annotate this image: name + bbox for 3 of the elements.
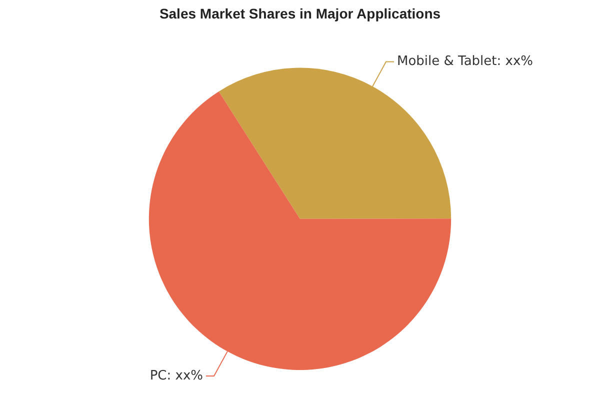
slice-label: PC: xx% [150, 368, 203, 384]
slice-label: Mobile & Tablet: xx% [397, 54, 534, 70]
chart-title: Sales Market Shares in Major Applications [159, 5, 441, 22]
